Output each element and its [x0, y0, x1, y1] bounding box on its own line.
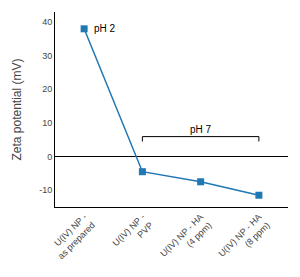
svg-text:40: 40	[42, 17, 52, 27]
svg-text:10: 10	[42, 118, 52, 128]
svg-text:U(IV) NP - HA(8 ppm): U(IV) NP - HA(8 ppm)	[217, 212, 272, 267]
svg-text:pH 7: pH 7	[190, 124, 212, 135]
svg-text:-10: -10	[39, 185, 52, 195]
svg-text:U(IV) NP -as prepared: U(IV) NP -as prepared	[48, 212, 97, 261]
svg-text:U(IV) NP - HA(4 ppm): U(IV) NP - HA(4 ppm)	[158, 212, 213, 267]
svg-text:U(IV) NP -PVP: U(IV) NP -PVP	[111, 212, 156, 257]
svg-text:20: 20	[42, 84, 52, 94]
svg-text:0: 0	[47, 152, 52, 162]
svg-text:30: 30	[42, 51, 52, 61]
svg-text:pH 2: pH 2	[94, 23, 116, 34]
svg-text:Zeta potential (mV): Zeta potential (mV)	[10, 58, 24, 160]
